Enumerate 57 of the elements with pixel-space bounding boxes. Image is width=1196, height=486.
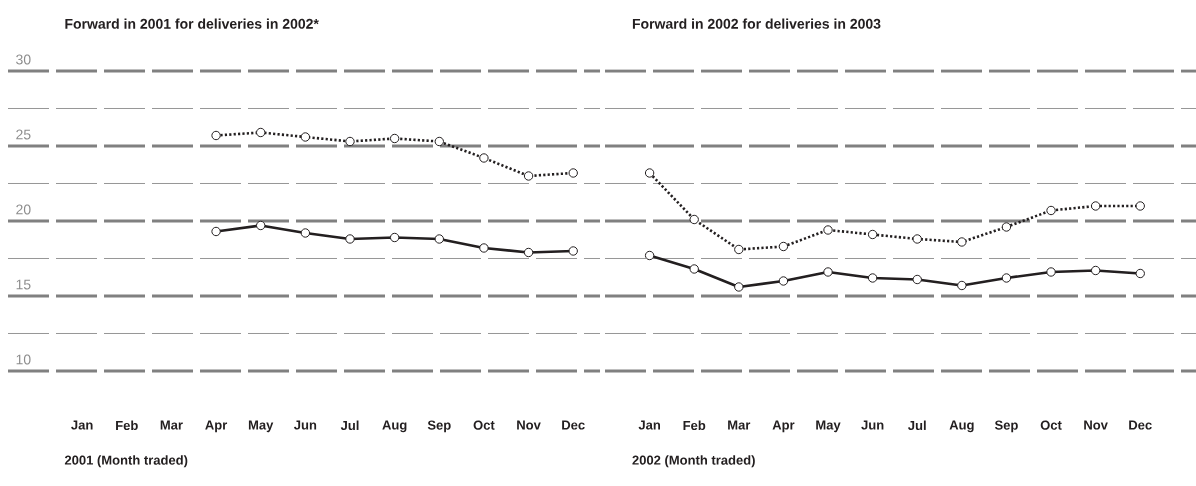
x-tick-label: Nov bbox=[517, 420, 541, 430]
point bbox=[957, 237, 967, 247]
x-tick-label: Dec bbox=[562, 420, 585, 430]
point bbox=[1001, 273, 1012, 283]
x-tick-label: Jul bbox=[908, 420, 926, 431]
point bbox=[778, 276, 789, 286]
x-tick-label: May bbox=[248, 420, 274, 433]
point bbox=[1046, 205, 1056, 216]
x-tick-label: Jun bbox=[861, 420, 884, 430]
x-tick-label: Feb bbox=[683, 420, 706, 431]
point bbox=[1046, 267, 1056, 277]
x-tick-label: Nov bbox=[1084, 420, 1108, 430]
x-tick-label: Mar bbox=[728, 420, 751, 430]
point bbox=[1090, 201, 1101, 211]
x-tick-label: Dec bbox=[1129, 420, 1152, 430]
x-tick-label: Feb bbox=[116, 420, 138, 431]
chart-title: Forward in 2001 for deliveries in 2002* bbox=[65, 18, 319, 29]
x-tick-label: Apr bbox=[772, 420, 795, 433]
point bbox=[823, 267, 833, 277]
point bbox=[823, 225, 833, 235]
point bbox=[689, 214, 699, 225]
x-tick-label: Mar bbox=[160, 420, 183, 430]
point bbox=[734, 244, 744, 255]
x-tick-label: Oct bbox=[1040, 420, 1062, 430]
x-axis-title: 2002 (Month traded) bbox=[632, 455, 755, 468]
point bbox=[778, 241, 789, 252]
point bbox=[867, 229, 878, 240]
y-tick-label: 15 bbox=[16, 279, 31, 290]
x-tick-label: Aug bbox=[949, 420, 974, 433]
x-axis-title: 2001 (Month traded) bbox=[64, 455, 188, 468]
point bbox=[644, 250, 655, 261]
point bbox=[1001, 222, 1012, 232]
point bbox=[689, 264, 699, 274]
chart-title: Forward in 2002 for deliveries in 2003 bbox=[632, 18, 881, 29]
x-tick-label: Apr bbox=[205, 420, 228, 433]
x-tick-label: Sep bbox=[994, 420, 1018, 433]
point bbox=[957, 280, 967, 291]
point bbox=[1135, 268, 1145, 279]
x-tick-label: Jan bbox=[638, 420, 660, 430]
point bbox=[867, 273, 878, 283]
x-tick-label: May bbox=[816, 420, 841, 433]
x-tick-label: Jun bbox=[294, 420, 317, 430]
y-tick-label: 10 bbox=[16, 354, 31, 365]
y-tick-label: 30 bbox=[16, 54, 31, 65]
x-tick-label: Aug bbox=[382, 420, 407, 433]
x-tick-label: Sep bbox=[427, 420, 451, 433]
x-tick-label: Jul bbox=[340, 420, 359, 431]
point bbox=[912, 234, 922, 244]
point bbox=[1135, 201, 1145, 211]
y-tick-label: 25 bbox=[16, 129, 31, 140]
point bbox=[734, 282, 744, 292]
y-tick-label: 20 bbox=[16, 204, 31, 215]
point bbox=[912, 274, 922, 285]
x-tick-label: Jan bbox=[71, 420, 93, 430]
point bbox=[1090, 265, 1101, 276]
point bbox=[644, 168, 655, 178]
x-tick-label: Oct bbox=[473, 420, 495, 430]
